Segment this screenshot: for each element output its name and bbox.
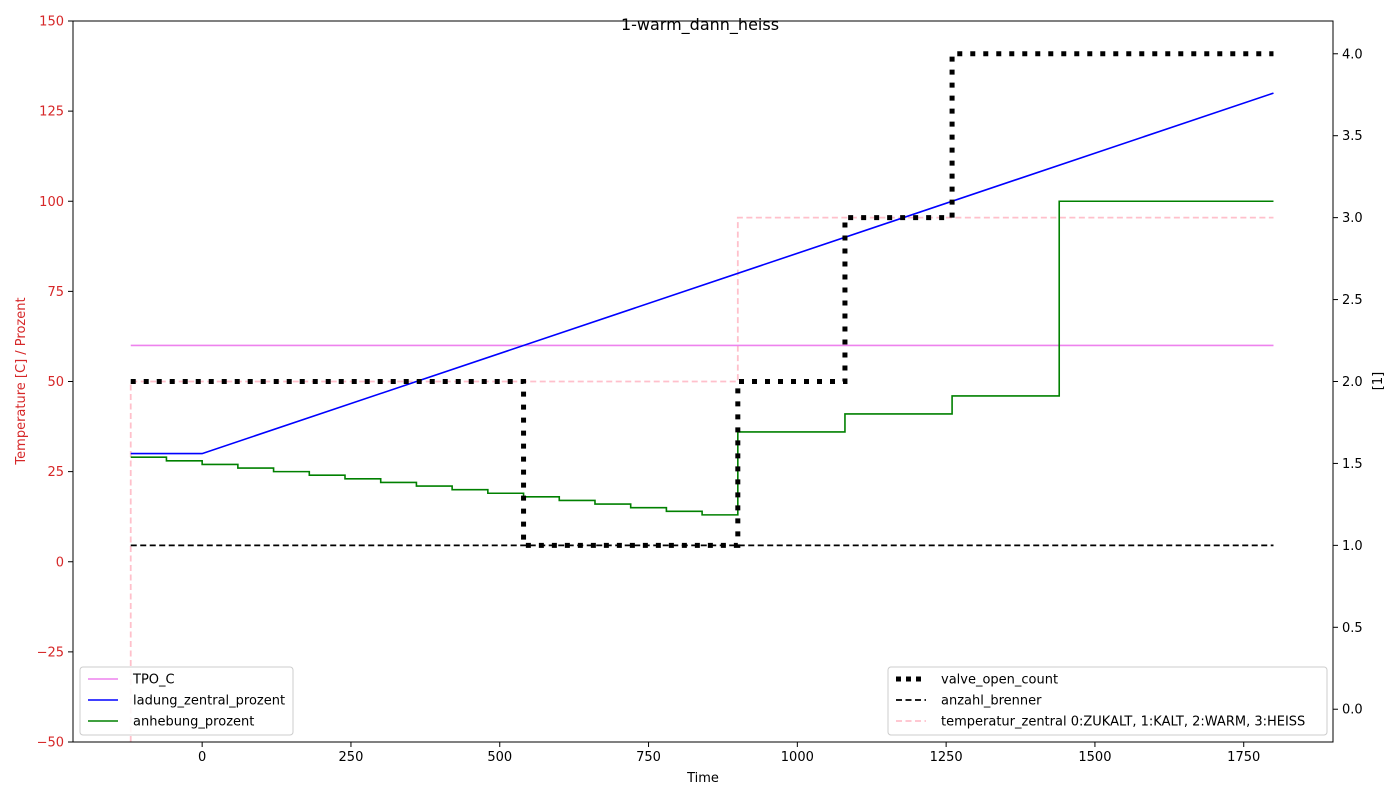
y-axis-left: −50 −25 0 25 50 75 100 125 150 — [37, 15, 73, 751]
legend-left-box — [79, 666, 294, 736]
legend-label-anhebung-prozent: anhebung_prozent — [133, 715, 254, 730]
y-left-tick-label: 125 — [39, 105, 64, 120]
legend-right: valve_open_count anzahl_brenner temperatur… — [887, 666, 1328, 736]
legend-label-anzahl-brenner: anzahl_brenner — [941, 694, 1042, 709]
y-axis-right: 0.0 0.5 1.0 1.5 2.0 2.5 3.0 3.5 4.0 — [1333, 47, 1363, 718]
x-tick-label: 250 — [339, 750, 364, 765]
series-layer — [129, 51, 1274, 742]
y-left-tick-label: 75 — [47, 285, 64, 300]
series-line-valve-open-count — [130, 51, 1274, 548]
x-axis: 0 250 500 750 1000 1250 1500 1750 — [198, 742, 1260, 765]
x-tick-label: 1500 — [1078, 750, 1111, 765]
y-right-tick-label: 3.0 — [1342, 211, 1363, 226]
y-right-tick-label: 1.0 — [1342, 539, 1363, 554]
x-tick-label: 1250 — [930, 750, 963, 765]
legend-label-valve-open-count: valve_open_count — [941, 673, 1058, 688]
y-axis-left-label: Temperature [C] / Prozent — [14, 297, 29, 465]
legend-label-tpo-c: TPO_C — [132, 673, 175, 688]
series-line-ladung-zentral-prozent — [130, 92, 1274, 455]
legend-left: TPO_C ladung_zentral_prozent anhebung_proz… — [79, 666, 294, 736]
y-left-tick-label: 50 — [47, 375, 64, 390]
series-line-temperatur-zentral-0-zukalt-1-kalt-2-warm-3-heiss — [129, 216, 1274, 742]
y-left-tick-label: 150 — [39, 15, 64, 30]
y-left-tick-label: −25 — [37, 645, 64, 660]
x-tick-label: 0 — [198, 750, 206, 765]
y-right-tick-label: 0.5 — [1342, 621, 1363, 636]
legend-label-temperatur-zentral-0-zukalt-1-kalt-2-warm-3-heiss: temperatur_zentral 0:ZUKALT, 1:KALT, 2:W… — [941, 715, 1305, 730]
y-left-tick-label: −50 — [37, 736, 64, 751]
chart-title: 1-warm_dann_heiss — [621, 15, 779, 35]
y-left-tick-label: 100 — [39, 195, 64, 210]
x-axis-label: Time — [686, 771, 719, 786]
x-tick-label: 1750 — [1227, 750, 1260, 765]
y-left-tick-label: 0 — [56, 555, 64, 570]
series-line-anhebung-prozent — [130, 200, 1274, 516]
x-tick-label: 500 — [487, 750, 512, 765]
y-axis-right-label: [1] — [1371, 372, 1386, 390]
y-right-tick-label: 2.5 — [1342, 293, 1363, 308]
y-right-tick-label: 4.0 — [1342, 47, 1363, 62]
legend-label-ladung-zentral-prozent: ladung_zentral_prozent — [133, 694, 285, 709]
x-tick-label: 1000 — [781, 750, 814, 765]
y-right-tick-label: 1.5 — [1342, 457, 1363, 472]
x-tick-label: 750 — [636, 750, 661, 765]
y-right-tick-label: 2.0 — [1342, 375, 1363, 390]
y-right-tick-label: 3.5 — [1342, 129, 1363, 144]
y-right-tick-label: 0.0 — [1342, 703, 1363, 718]
legend-right-box — [887, 666, 1328, 736]
y-left-tick-label: 25 — [47, 465, 64, 480]
